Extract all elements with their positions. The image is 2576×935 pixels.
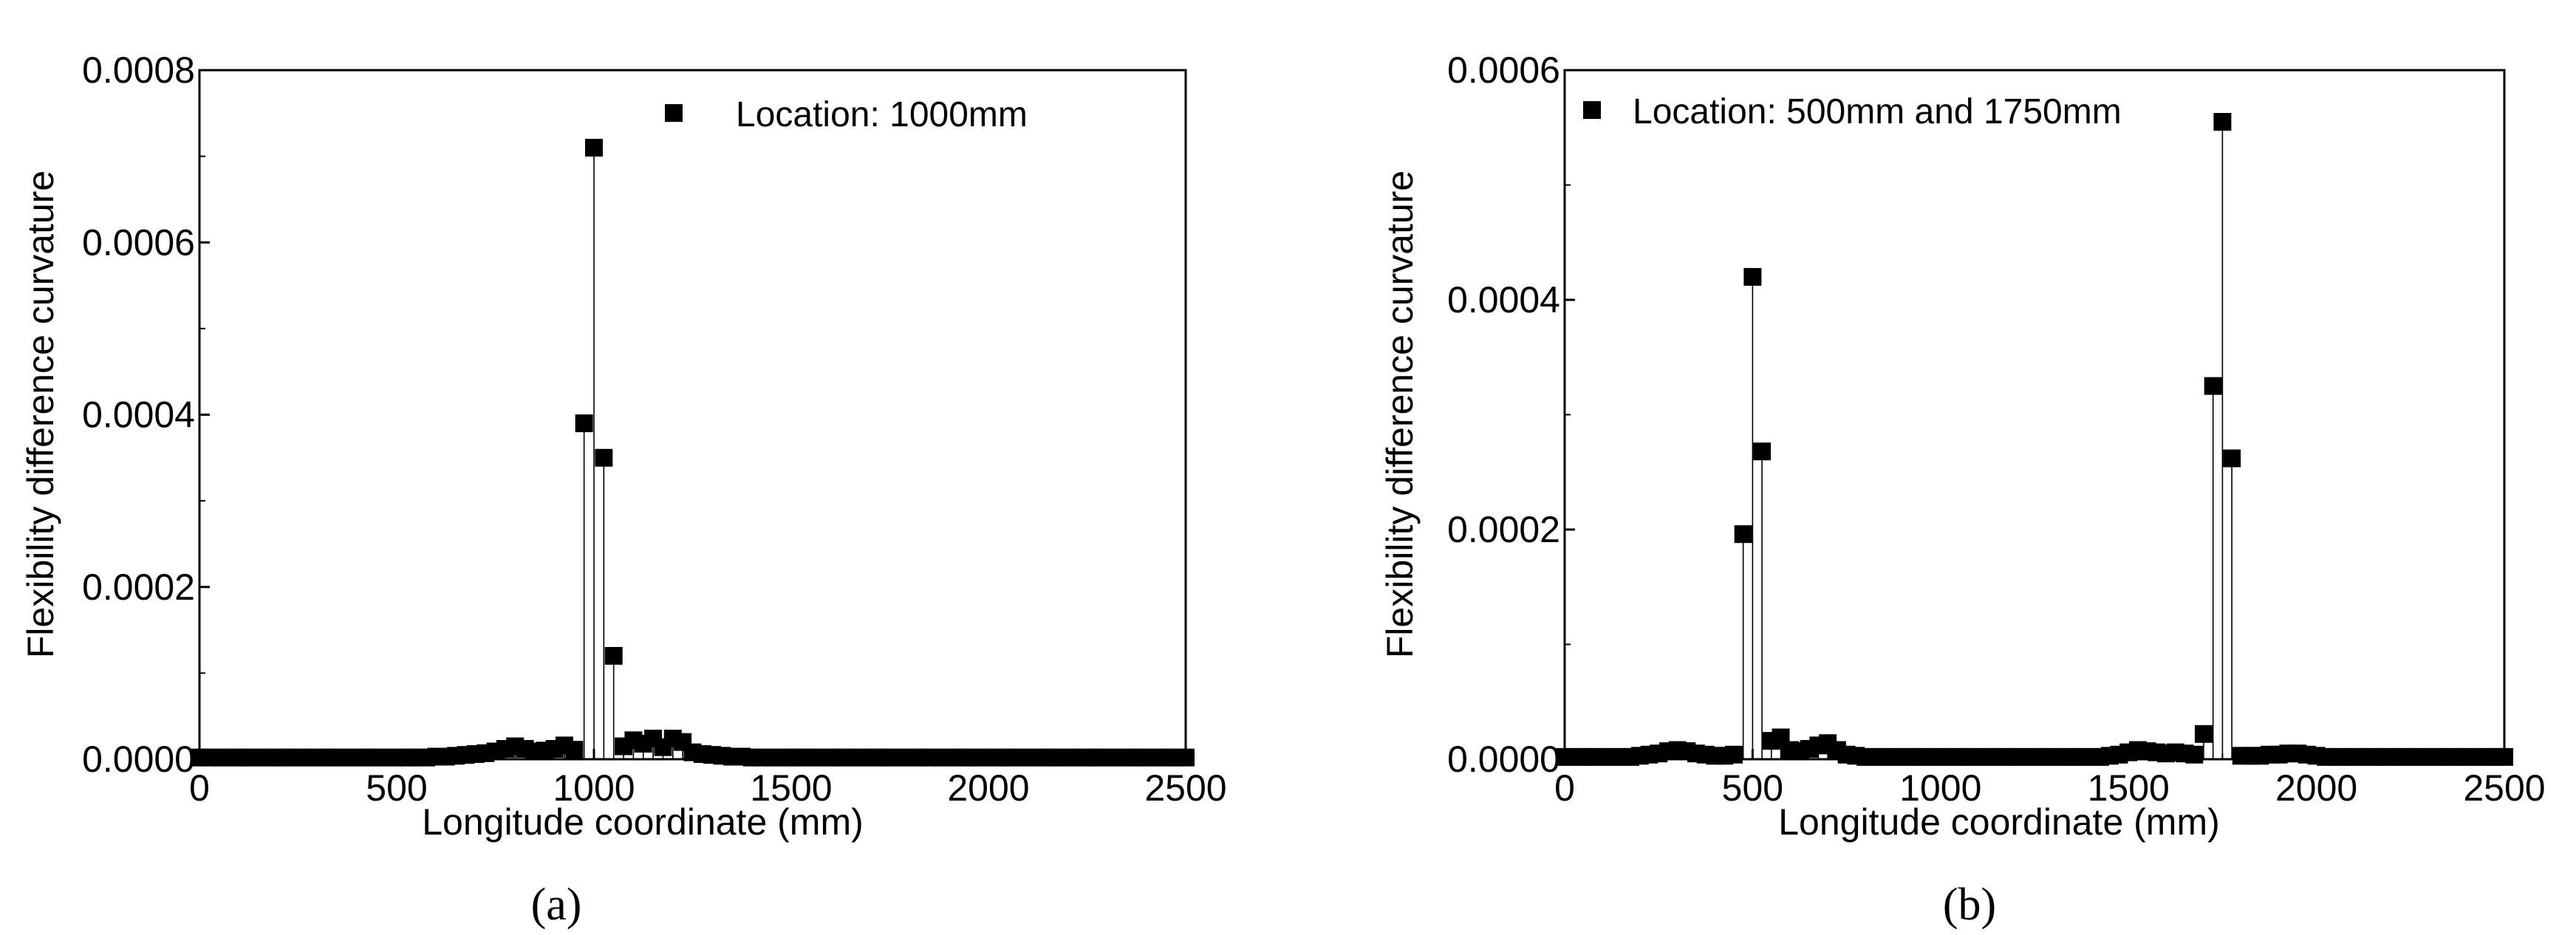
x-tick-label: 1000 bbox=[1899, 767, 1981, 809]
data-point bbox=[2204, 377, 2222, 395]
legend-entry-label: Location: 1000mm bbox=[736, 95, 1028, 134]
plot-frame bbox=[1563, 69, 2506, 761]
y-tick-label: 0.0000 bbox=[1447, 739, 1560, 780]
x-tick-label: 1000 bbox=[553, 767, 635, 809]
x-tick-label: 2000 bbox=[947, 767, 1029, 809]
data-point bbox=[1743, 267, 1762, 286]
y-axis-title: Flexibility difference curvature bbox=[20, 171, 61, 658]
panel-label: (b) bbox=[1943, 880, 1996, 930]
x-tick-label: 1500 bbox=[2088, 767, 2170, 809]
x-tick-label: 500 bbox=[1722, 767, 1783, 809]
legend-marker bbox=[1583, 101, 1601, 119]
x-tick-label: 500 bbox=[366, 767, 427, 809]
data-point bbox=[2185, 745, 2204, 764]
y-tick-label: 0.0006 bbox=[1447, 49, 1560, 91]
y-axis-ticks: 0.0000 0.0002 0.0004 0.0006 0.0008 bbox=[82, 49, 210, 780]
y-axis-ticks: 0.0000 0.0002 0.0004 0.0006 bbox=[1447, 49, 1575, 780]
legend: Location: 1000mm bbox=[665, 95, 1028, 134]
data-point bbox=[2213, 112, 2232, 131]
data-point bbox=[585, 138, 603, 157]
y-axis-title: Flexibility difference curvature bbox=[1379, 171, 1421, 658]
data-point bbox=[2223, 449, 2241, 467]
legend: Location: 500mm and 1750mm bbox=[1583, 92, 2122, 131]
x-axis-title: Longitude coordinate (mm) bbox=[422, 801, 864, 843]
x-axis-ticks: 0 500 1000 1500 2000 2500 bbox=[189, 749, 1227, 809]
chart-panel-b: 0.0000 0.0002 0.0004 0.0006 0 500 1000 1500 200… bbox=[1379, 49, 2546, 930]
x-tick-label: 2500 bbox=[1144, 767, 1226, 809]
x-tick-label: 0 bbox=[1554, 767, 1575, 809]
data-point bbox=[2194, 725, 2213, 743]
x-tick-label: 1500 bbox=[750, 767, 832, 809]
data-point bbox=[595, 448, 613, 467]
data-point bbox=[1753, 442, 1772, 461]
legend-marker bbox=[665, 104, 683, 122]
x-tick-label: 2500 bbox=[2463, 767, 2545, 809]
plot-frame bbox=[198, 69, 1187, 761]
chart-panel-a: 0.0000 0.0002 0.0004 0.0006 0.0008 0 500 1000 1… bbox=[20, 49, 1227, 930]
data-point bbox=[575, 414, 593, 433]
x-tick-label: 2000 bbox=[2275, 767, 2357, 809]
y-tick-label: 0.0002 bbox=[1447, 509, 1560, 550]
y-tick-label: 0.0008 bbox=[82, 49, 195, 91]
y-tick-label: 0.0002 bbox=[82, 566, 195, 608]
x-axis-title: Longitude coordinate (mm) bbox=[1778, 801, 2220, 843]
y-tick-label: 0.0004 bbox=[82, 394, 195, 436]
legend-entry-label: Location: 500mm and 1750mm bbox=[1633, 92, 2122, 131]
data-point bbox=[604, 647, 623, 665]
data-marks bbox=[191, 138, 1195, 767]
data-marks bbox=[1556, 112, 2513, 766]
panel-label: (a) bbox=[531, 880, 582, 930]
y-tick-label: 0.0006 bbox=[82, 222, 195, 263]
data-point bbox=[1724, 745, 1743, 764]
x-axis-ticks: 0 500 1000 1500 2000 2500 bbox=[1554, 749, 2546, 809]
data-point bbox=[565, 741, 584, 759]
y-tick-label: 0.0004 bbox=[1447, 279, 1560, 321]
x-tick-label: 0 bbox=[189, 767, 210, 809]
data-point bbox=[1734, 525, 1752, 544]
y-tick-label: 0.0000 bbox=[82, 739, 195, 780]
